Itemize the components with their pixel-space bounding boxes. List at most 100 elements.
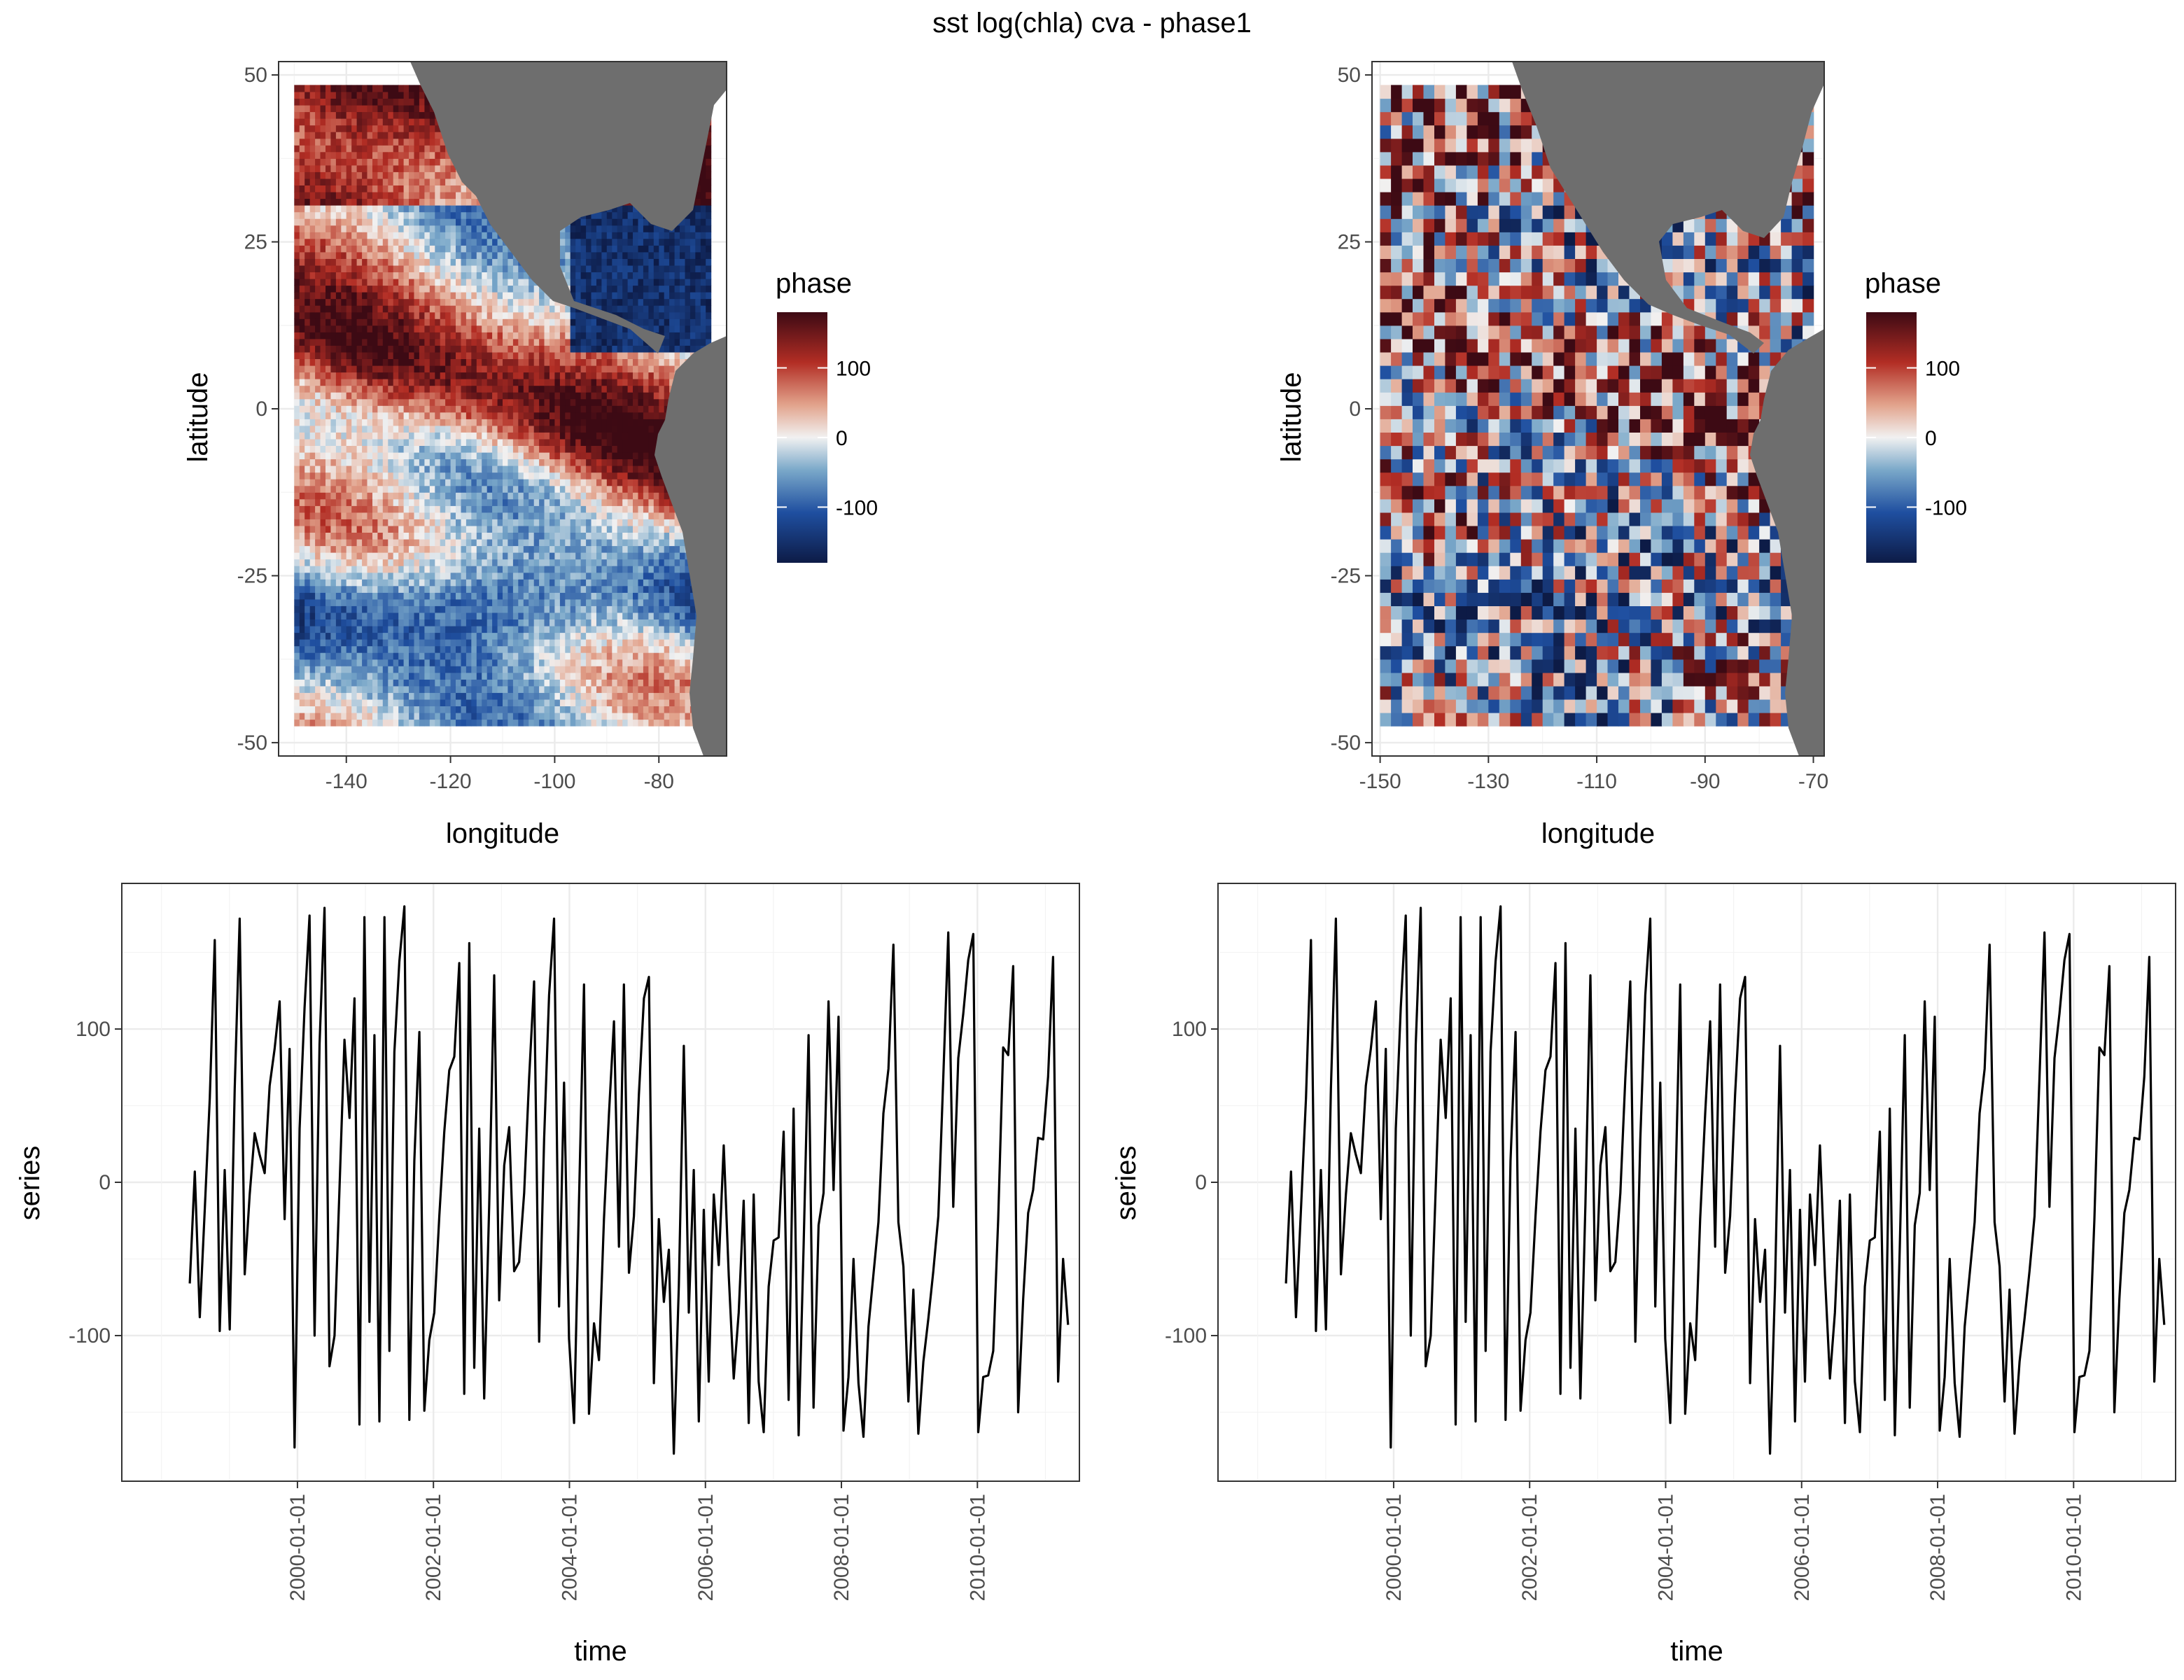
- raster-cell: [596, 598, 602, 606]
- raster-cell: [335, 566, 342, 573]
- raster-cell: [320, 606, 326, 613]
- raster-cell: [335, 318, 342, 326]
- raster-cell: [367, 372, 373, 379]
- raster-cell: [424, 465, 430, 473]
- raster-cell: [544, 512, 550, 519]
- raster-cell: [330, 419, 337, 426]
- raster-cell: [486, 626, 493, 634]
- raster-cell: [570, 438, 576, 446]
- raster-cell: [533, 379, 540, 386]
- raster-cell: [486, 512, 493, 519]
- raster-cell: [465, 666, 472, 673]
- raster-cell: [465, 639, 472, 647]
- raster-cell: [533, 692, 540, 700]
- raster-cell: [424, 572, 430, 580]
- raster-cell: [320, 706, 326, 713]
- raster-cell: [414, 626, 420, 634]
- raster-cell: [482, 445, 488, 453]
- raster-cell: [512, 612, 519, 620]
- raster-cell: [492, 485, 498, 493]
- raster-cell: [492, 445, 498, 453]
- raster-cell: [685, 598, 691, 606]
- raster-cell: [633, 398, 638, 406]
- raster-cell: [596, 445, 602, 453]
- raster-cell: [486, 432, 493, 440]
- raster-cell: [299, 552, 305, 560]
- raster-cell: [627, 666, 634, 673]
- raster-cell: [544, 358, 550, 366]
- raster-cell: [304, 512, 311, 519]
- raster-cell: [326, 351, 331, 359]
- raster-cell: [465, 579, 472, 587]
- raster-cell: [580, 452, 587, 460]
- raster-cell: [669, 598, 676, 606]
- raster-cell: [403, 465, 410, 473]
- raster-cell: [612, 498, 618, 506]
- raster-cell: [471, 579, 477, 587]
- raster-cell: [435, 706, 441, 713]
- raster-cell: [653, 498, 659, 506]
- raster-cell: [674, 692, 680, 700]
- raster-cell: [674, 566, 680, 573]
- raster-cell: [497, 392, 503, 400]
- raster-cell: [456, 432, 461, 440]
- raster-cell: [330, 485, 337, 493]
- raster-cell: [533, 405, 540, 413]
- raster-cell: [601, 372, 608, 379]
- raster-cell: [503, 419, 508, 426]
- raster-cell: [653, 519, 659, 526]
- raster-cell: [507, 458, 514, 466]
- raster-cell: [330, 692, 337, 700]
- raster-cell: [476, 485, 482, 493]
- raster-cell: [648, 532, 654, 540]
- raster-cell: [309, 532, 316, 540]
- raster-cell: [403, 398, 410, 406]
- raster-cell: [643, 692, 649, 700]
- raster-cell: [606, 485, 612, 493]
- raster-cell: [465, 566, 472, 573]
- raster-cell: [419, 666, 425, 673]
- raster-cell: [414, 706, 420, 713]
- raster-cell: [653, 532, 659, 540]
- raster-cell: [398, 519, 405, 526]
- raster-cell: [440, 592, 446, 600]
- raster-cell: [403, 438, 410, 446]
- raster-cell: [601, 692, 608, 700]
- raster-cell: [518, 672, 524, 680]
- raster-cell: [309, 672, 316, 680]
- raster-cell: [346, 585, 352, 593]
- raster-cell: [356, 305, 363, 313]
- raster-cell: [461, 512, 467, 519]
- raster-cell: [512, 379, 519, 386]
- raster-cell: [367, 318, 373, 326]
- raster-cell: [570, 445, 576, 453]
- raster-cell: [429, 626, 435, 634]
- raster-cell: [586, 532, 592, 540]
- raster-cell: [335, 626, 342, 634]
- raster-cell: [341, 385, 347, 393]
- raster-cell: [445, 545, 451, 553]
- raster-cell: [435, 351, 441, 359]
- raster-cell: [528, 619, 535, 626]
- raster-cell: [627, 519, 634, 526]
- raster-cell: [674, 545, 680, 553]
- raster-cell: [565, 472, 571, 479]
- raster-cell: [476, 458, 482, 466]
- raster-cell: [664, 585, 670, 593]
- raster-cell: [320, 405, 326, 413]
- raster-cell: [299, 632, 305, 640]
- raster-cell: [393, 572, 399, 580]
- raster-cell: [586, 392, 592, 400]
- raster-cell: [606, 498, 612, 506]
- raster-cell: [638, 379, 644, 386]
- raster-cell: [653, 432, 659, 440]
- raster-cell: [638, 492, 644, 500]
- raster-cell: [414, 412, 420, 419]
- raster-cell: [320, 472, 326, 479]
- raster-cell: [429, 685, 435, 693]
- raster-cell: [612, 465, 618, 473]
- raster-cell: [586, 445, 592, 453]
- raster-cell: [507, 325, 514, 332]
- raster-cell: [591, 318, 597, 326]
- raster-cell: [533, 472, 540, 479]
